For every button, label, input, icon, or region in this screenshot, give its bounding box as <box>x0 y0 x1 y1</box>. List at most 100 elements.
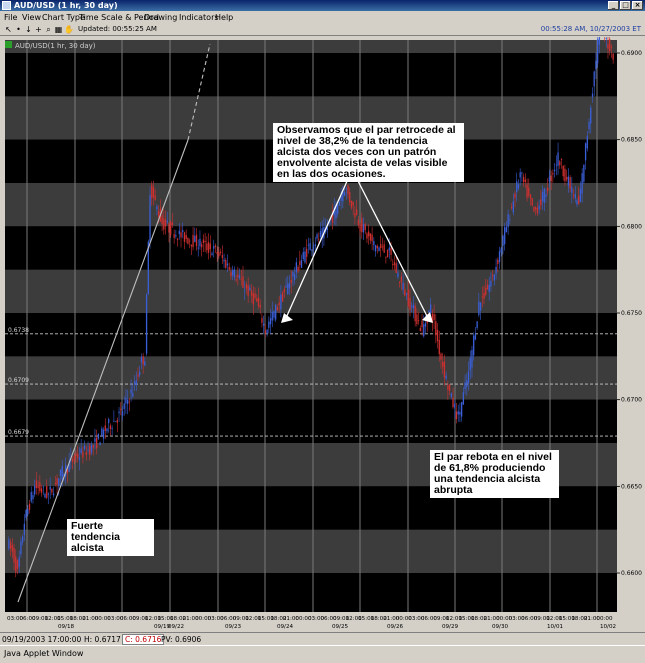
candle-body <box>18 557 20 568</box>
candle-body <box>164 219 167 227</box>
candle-body <box>292 272 294 277</box>
candle-body <box>567 176 570 186</box>
candle-body <box>340 196 342 201</box>
candle-body <box>144 361 146 366</box>
candle-body <box>583 164 585 182</box>
candle-body <box>109 425 112 430</box>
menu-indicators[interactable]: Indicators <box>179 13 219 22</box>
candle-body <box>390 247 392 255</box>
candle-body <box>316 234 318 239</box>
time-label: 15:00 <box>559 616 576 622</box>
status-datetime: 09/19/2003 17:00:00 <box>2 635 82 644</box>
candle-body <box>170 221 172 236</box>
candle-body <box>516 181 518 193</box>
candle-body <box>343 191 346 196</box>
close-button[interactable]: × <box>632 1 643 10</box>
candle-body <box>118 411 120 414</box>
y-tick-label: 0.6700 <box>621 397 642 404</box>
time-label: 15:00 <box>458 616 475 622</box>
candle-body <box>206 243 208 251</box>
candle-body <box>145 294 148 354</box>
candle-body <box>204 240 206 242</box>
candle-body <box>562 165 564 177</box>
candle-body <box>595 60 597 70</box>
time-label: 09:00 <box>333 616 350 622</box>
candle-body <box>63 474 65 476</box>
menu-chart-type[interactable]: Chart Type <box>42 13 85 22</box>
candle-body <box>173 234 175 238</box>
candle-body <box>440 353 442 360</box>
candle-body <box>588 121 590 130</box>
candle-body <box>114 421 117 423</box>
candle-body <box>211 253 213 256</box>
menu-file[interactable]: File <box>4 13 18 22</box>
chart-area[interactable]: 0.6738 0.6709 0.6679 0.6900 0.6850 0.6800 0.6… <box>0 37 645 632</box>
menu-drawing[interactable]: Drawing <box>144 13 178 22</box>
date-label: 09/25 <box>332 624 349 630</box>
legend-marker <box>5 41 12 48</box>
time-label: 21:00 <box>484 616 501 622</box>
minimize-button[interactable]: _ <box>608 1 619 10</box>
candle-body <box>306 248 308 257</box>
candle-body <box>168 223 170 233</box>
candle-body <box>474 333 477 340</box>
grid-icon[interactable]: ▦ <box>54 25 63 34</box>
candle-body <box>35 480 38 489</box>
candle-body <box>466 380 468 387</box>
y-tick-label: 0.6900 <box>621 50 642 57</box>
candle-body <box>304 251 306 263</box>
time-label: 00:00 <box>295 616 312 622</box>
candle-body <box>318 238 320 240</box>
pointer-arrow-icon[interactable]: ↖ <box>5 25 12 34</box>
candle-body <box>386 249 389 258</box>
candle-body <box>97 433 100 439</box>
menu-time-scale-period[interactable]: Time Scale & Period <box>79 13 159 22</box>
candle-body <box>535 207 537 210</box>
candle-body <box>483 292 485 299</box>
candle-body <box>610 46 613 48</box>
candle-body <box>514 193 516 198</box>
dot-icon[interactable]: • <box>16 25 21 34</box>
crosshair-icon[interactable]: + <box>35 25 42 34</box>
candle-body <box>295 262 298 273</box>
candle-body <box>598 37 601 45</box>
candle-body <box>545 194 547 197</box>
candle-body <box>207 242 210 253</box>
candle-body <box>178 230 180 235</box>
app-icon <box>2 1 11 10</box>
candle-body <box>402 282 404 290</box>
candle-body <box>385 256 387 258</box>
candle-body <box>612 53 614 60</box>
menu-bar: File View Chart Type Time Scale & Period… <box>0 11 645 24</box>
candle-body <box>464 382 466 389</box>
candle-body <box>11 545 13 552</box>
candle-body <box>366 233 368 239</box>
candle-body <box>364 223 366 231</box>
candle-body <box>218 252 220 257</box>
candle-body <box>92 445 94 448</box>
zoom-icon[interactable]: ⌕ <box>46 25 51 34</box>
y-tick-label: 0.6650 <box>621 483 642 490</box>
candle-body <box>374 244 377 252</box>
hand-icon[interactable]: ✋ <box>64 25 74 34</box>
candle-body <box>290 279 292 284</box>
candle-body <box>8 539 10 549</box>
arrow-head-1 <box>281 313 293 323</box>
candle-body <box>278 302 280 306</box>
candle-body <box>216 252 218 254</box>
candle-body <box>354 213 356 218</box>
candle-body <box>510 206 513 208</box>
menu-view[interactable]: View <box>22 13 41 22</box>
time-label: 18:00 <box>70 616 87 622</box>
candle-body <box>405 293 408 295</box>
maximize-button[interactable]: □ <box>620 1 631 10</box>
candle-body <box>201 244 203 248</box>
down-arrow-icon[interactable]: ↓ <box>25 25 32 34</box>
candle-body <box>40 488 43 493</box>
candle-body <box>409 298 411 310</box>
date-label: 09/22 <box>168 624 184 630</box>
date-label: 09/18 <box>58 624 75 630</box>
candle-body <box>347 185 349 195</box>
candle-body <box>102 429 105 439</box>
menu-help[interactable]: Help <box>215 13 234 22</box>
